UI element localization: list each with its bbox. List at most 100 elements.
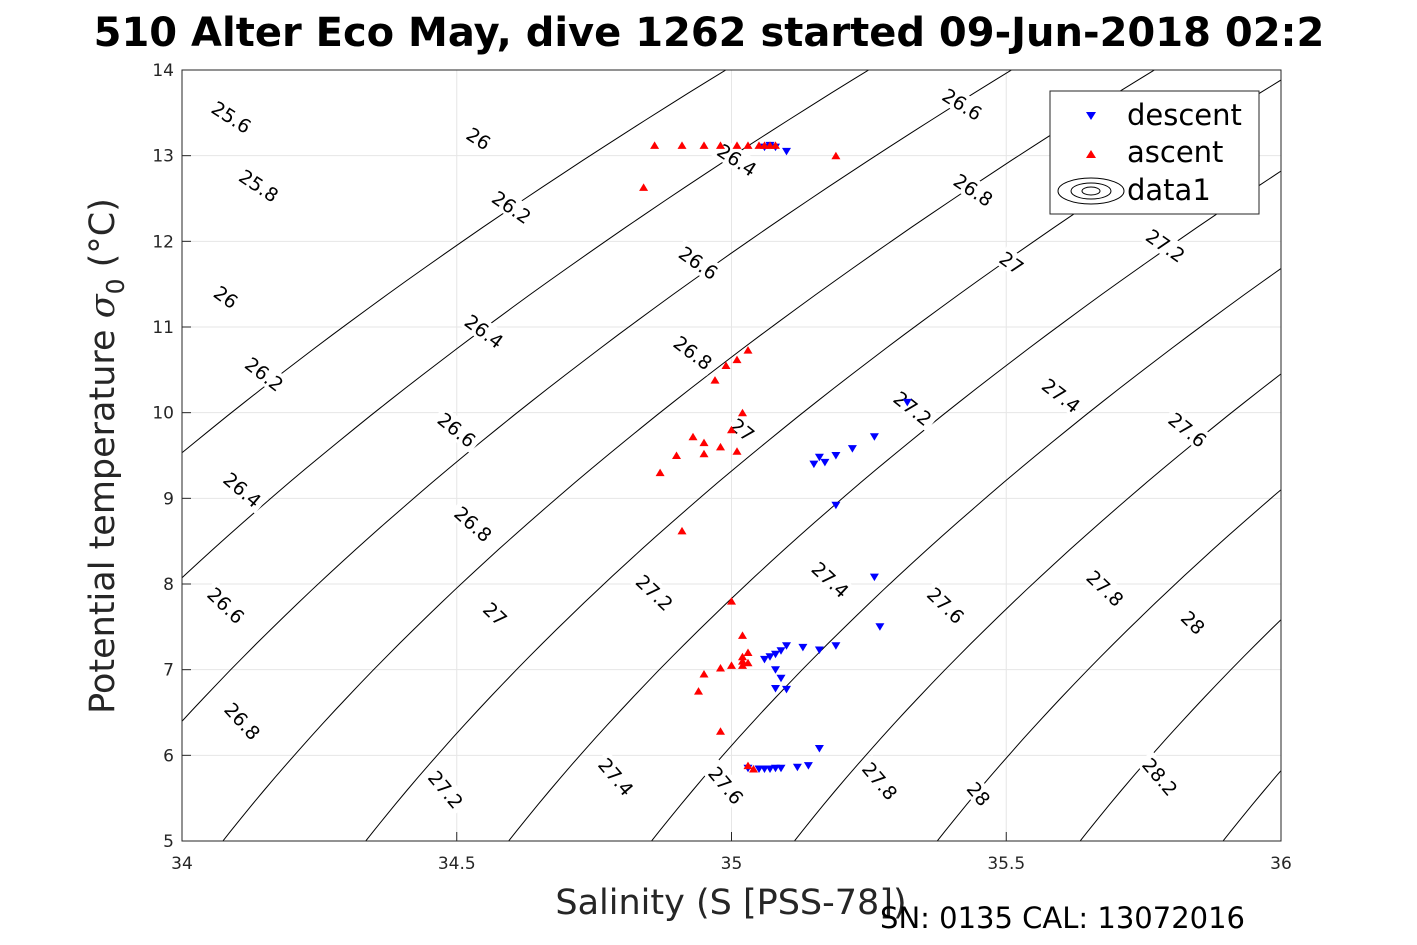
contour-label-group: 27.8: [856, 754, 905, 807]
legend-data1-label: data1: [1127, 173, 1211, 207]
legend-descent-marker: [1086, 112, 1096, 120]
ascent-point: [732, 355, 742, 364]
descent-point: [782, 147, 791, 156]
descent-point: [765, 765, 775, 773]
ascent-point: [639, 183, 649, 191]
legend-ascent-marker: [1086, 150, 1096, 158]
y-tick-label: 11: [152, 318, 174, 338]
contour-label-bg: [856, 754, 905, 807]
descent-point: [776, 647, 786, 655]
descent-point: [792, 763, 802, 772]
ascent-point: [743, 346, 753, 354]
contour-label-bg: [209, 280, 244, 314]
ascent-point: [710, 376, 720, 384]
contour-label-group: 26.2: [485, 184, 539, 230]
legend: descent ascent data1: [1049, 90, 1260, 215]
contour-label-bg: [458, 307, 511, 355]
y-tick-label: 10: [152, 404, 174, 424]
ascent-point: [727, 425, 736, 434]
contour-label-group: 27.4: [592, 750, 641, 803]
contour-label-group: 27.2: [629, 567, 681, 618]
axis-ticks: 34 34.5 35 35.5 36 5 6 7 8 9 10 11 12 13 14: [152, 61, 1291, 874]
contour-label-bg: [1139, 222, 1193, 269]
ascent-point: [749, 765, 758, 773]
contour-label-group: 28: [962, 776, 996, 811]
y-tick-label: 5: [163, 832, 174, 852]
y-tick-label: 14: [152, 61, 174, 81]
isopycnal-line: [182, 70, 727, 454]
x-tick-label: 35.5: [987, 854, 1025, 874]
contour-label-group: 26.8: [667, 328, 720, 376]
ascent-point: [716, 664, 725, 672]
ascent-point: [699, 141, 709, 149]
descent-point: [814, 745, 824, 753]
x-axis-label: Salinity (S [PSS-78]): [555, 883, 906, 923]
contour-label-bg: [592, 750, 641, 803]
ascent-point: [688, 432, 698, 441]
ascent-point: [716, 141, 725, 149]
isopycnal-line: [1079, 619, 1281, 841]
contour-label-group: 28.2: [1136, 750, 1185, 803]
ascent-point: [738, 631, 747, 639]
isopycnal-line: [650, 267, 1281, 841]
ascent-point: [738, 408, 747, 417]
contour-label-group: 28: [1176, 605, 1211, 640]
contour-label: 27: [995, 248, 1027, 280]
isopycnal-line: [182, 70, 1013, 723]
x-tick-label: 35: [721, 854, 743, 874]
ascent-point: [699, 670, 709, 678]
contour-label-group: 27.8: [1080, 563, 1131, 613]
ascent-point: [699, 438, 709, 447]
contour-label-bg: [485, 184, 539, 230]
contour-label-bg: [1136, 750, 1185, 803]
contour-label-group: 26: [461, 121, 497, 156]
contour-label-group: 27.6: [702, 759, 751, 811]
isopycnal-line: [936, 489, 1281, 841]
descent-point: [798, 643, 808, 652]
contour-label-bg: [725, 412, 760, 447]
contour-label-group: 27.2: [422, 763, 471, 816]
contour-label-group: 26: [209, 280, 244, 314]
contour-label-bg: [962, 776, 996, 811]
contour-label-bg: [935, 81, 990, 127]
contour-label: 28: [962, 778, 994, 811]
contour-label-bg: [886, 384, 940, 432]
contour-label: 26: [462, 124, 494, 156]
descent-point: [831, 501, 841, 510]
ascent-point: [743, 761, 753, 770]
legend-contour-icon: [1057, 177, 1125, 205]
ascent-point: [727, 661, 736, 669]
contour-label-bg: [218, 695, 268, 747]
ascent-point: [738, 661, 747, 669]
x-tick-label: 34.5: [438, 854, 476, 874]
contour-label-bg: [1161, 405, 1214, 454]
contour-label-group: 25.6: [205, 94, 259, 139]
contour-label-group: 27.6: [920, 580, 972, 630]
contour-label-bg: [238, 350, 291, 398]
y-tick-label: 6: [163, 746, 174, 766]
descent-point: [809, 460, 819, 469]
contour-label-bg: [667, 328, 720, 376]
contour-label-bg: [216, 465, 269, 514]
ascent-point: [727, 597, 736, 605]
ascent-point: [721, 361, 731, 369]
ascent-point: [650, 141, 660, 149]
x-tick-label: 36: [1270, 854, 1292, 874]
descent-point: [831, 452, 841, 460]
descent-point: [782, 685, 791, 694]
descent-point: [765, 653, 775, 661]
descent-point: [760, 655, 769, 664]
descent-point: [776, 674, 786, 683]
contour-label-bg: [422, 763, 471, 816]
contour-label: 26: [209, 282, 241, 314]
descent-point: [771, 650, 780, 659]
ascent-point: [743, 141, 753, 149]
legend-ascent-label: ascent: [1127, 135, 1223, 169]
isopycnal-line: [1353, 53, 1417, 858]
ascent-point: [677, 526, 687, 535]
contour-label-bg: [702, 759, 751, 811]
y-axis-label: Potential temperature σ0 (°C): [83, 198, 130, 714]
contour-label-group: 25.8: [232, 162, 286, 208]
contour-label-bg: [447, 499, 500, 549]
